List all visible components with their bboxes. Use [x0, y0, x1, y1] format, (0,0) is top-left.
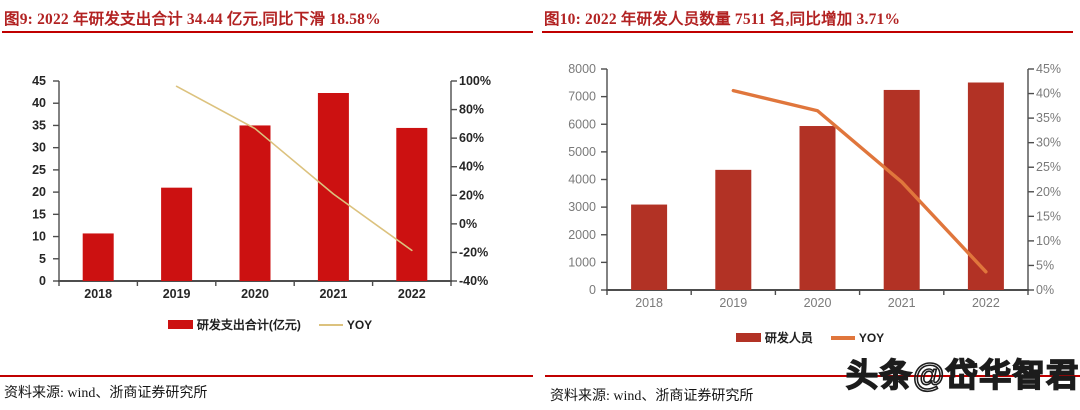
axis-labels: 8000 7000 6000 5000 4000 3000 2000 1000 0 45% 40% 3…: [568, 62, 1061, 310]
svg-text:80%: 80%: [459, 103, 484, 117]
legend-label: 研发支出合计(亿元): [196, 318, 301, 332]
svg-text:2022: 2022: [972, 296, 1000, 310]
bar: [161, 187, 193, 281]
bar-swatch: [167, 320, 193, 329]
svg-text:8000: 8000: [568, 62, 596, 76]
svg-text:5000: 5000: [568, 145, 596, 159]
title-underline: [542, 31, 1073, 33]
bar: [715, 169, 752, 290]
line-swatch: [830, 335, 855, 340]
rd-staff-chart: 8000 7000 6000 5000 4000 3000 2000 1000 0 45% 40% 3…: [568, 62, 1061, 310]
svg-text:60%: 60%: [459, 131, 484, 145]
svg-text:25%: 25%: [1036, 160, 1061, 174]
svg-text:45%: 45%: [1036, 62, 1061, 76]
svg-text:2020: 2020: [241, 287, 269, 301]
legend-rd-expense: 研发支出合计(亿元) YOY: [0, 316, 540, 333]
svg-text:2019: 2019: [163, 287, 191, 301]
svg-text:20%: 20%: [459, 188, 484, 202]
svg-text:7000: 7000: [568, 90, 596, 104]
legend-item-bar: 研发支出合计(亿元): [167, 316, 301, 333]
svg-text:5: 5: [39, 252, 46, 266]
svg-text:15%: 15%: [1036, 209, 1061, 223]
svg-text:2022: 2022: [398, 287, 426, 301]
svg-text:-40%: -40%: [459, 274, 488, 288]
panel-rd-expense: 图9: 2022 年研发支出合计 34.44 亿元,同比下滑 18.58% 45…: [0, 11, 540, 401]
svg-text:40%: 40%: [459, 160, 484, 174]
svg-text:1000: 1000: [568, 255, 596, 269]
svg-text:15: 15: [32, 207, 46, 221]
svg-text:35%: 35%: [1036, 111, 1061, 125]
svg-text:0: 0: [589, 283, 596, 297]
bar: [396, 127, 428, 281]
yoy-line: [175, 85, 413, 252]
svg-text:25: 25: [32, 163, 46, 177]
figure-title-9: 图9: 2022 年研发支出合计 34.44 亿元,同比下滑 18.58%: [4, 11, 381, 28]
svg-text:2019: 2019: [719, 296, 747, 310]
svg-text:100%: 100%: [459, 74, 491, 88]
bar-series: [631, 82, 1004, 290]
svg-text:2018: 2018: [635, 296, 663, 310]
svg-text:0%: 0%: [1036, 283, 1054, 297]
svg-text:4000: 4000: [568, 173, 596, 187]
bar: [317, 93, 349, 281]
bar: [82, 233, 114, 281]
svg-text:6000: 6000: [568, 117, 596, 131]
svg-text:35: 35: [32, 118, 46, 132]
legend-item-bar: 研发人员: [735, 329, 813, 346]
yoy-line: [731, 88, 988, 274]
bar-series: [82, 93, 428, 281]
bar: [799, 126, 836, 290]
svg-text:3000: 3000: [568, 200, 596, 214]
svg-text:5%: 5%: [1036, 258, 1054, 272]
svg-text:40%: 40%: [1036, 87, 1061, 101]
line-swatch: [318, 323, 343, 326]
legend-rd-staff: 研发人员 YOY: [540, 329, 1080, 346]
bar: [631, 204, 668, 290]
svg-text:40: 40: [32, 96, 46, 110]
svg-text:2021: 2021: [888, 296, 916, 310]
svg-text:2000: 2000: [568, 228, 596, 242]
figure-title-10: 图10: 2022 年研发人员数量 7511 名,同比增加 3.71%: [544, 11, 901, 28]
svg-text:10%: 10%: [1036, 234, 1061, 248]
svg-text:-20%: -20%: [459, 245, 488, 259]
bar-swatch: [735, 333, 761, 342]
source-divider: [545, 375, 1080, 377]
bar: [239, 125, 271, 281]
legend-label: YOY: [346, 317, 373, 332]
svg-text:30: 30: [32, 141, 46, 155]
legend-label: 研发人员: [764, 331, 813, 345]
svg-text:2018: 2018: [84, 287, 112, 301]
svg-text:45: 45: [32, 74, 46, 88]
toutiao-watermark: 头条@岱华智君: [845, 356, 1080, 394]
source-note: 资料来源: wind、浙商证券研究所: [550, 389, 754, 404]
source-note: 资料来源: wind、浙商证券研究所: [4, 386, 208, 401]
legend-item-line: YOY: [318, 317, 373, 332]
svg-text:30%: 30%: [1036, 136, 1061, 150]
svg-text:20: 20: [32, 185, 46, 199]
svg-text:0%: 0%: [459, 217, 477, 231]
legend-label: YOY: [858, 330, 885, 345]
bar: [967, 82, 1004, 290]
bar: [883, 89, 920, 290]
svg-text:10: 10: [32, 230, 46, 244]
panel-rd-staff: 图10: 2022 年研发人员数量 7511 名,同比增加 3.71% 8000…: [540, 0, 1080, 410]
svg-text:0: 0: [39, 274, 46, 288]
title-underline: [2, 31, 533, 33]
svg-text:20%: 20%: [1036, 185, 1061, 199]
legend-item-line: YOY: [830, 330, 885, 345]
rd-expense-chart: 45 40 35 30 25 20 15 10 5 0 100% 80% 60% 40% 20% 0% -20%…: [32, 74, 491, 301]
svg-text:2021: 2021: [319, 287, 347, 301]
svg-text:2020: 2020: [804, 296, 832, 310]
source-divider: [0, 375, 533, 377]
axis-labels: 45 40 35 30 25 20 15 10 5 0 100% 80% 60% 40% 20% 0% -20%…: [32, 74, 491, 301]
